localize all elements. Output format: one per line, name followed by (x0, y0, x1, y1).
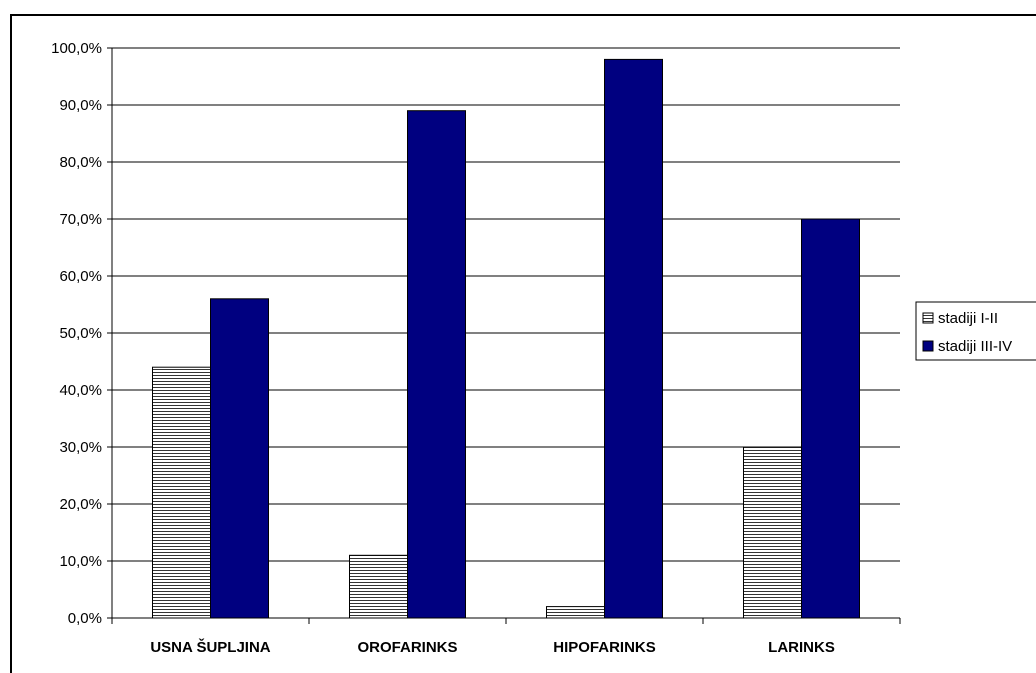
x-axis-labels: USNA ŠUPLJINA OROFARINKS HIPOFARINKS LARINK… (150, 638, 834, 656)
legend-label: stadiji I-II (938, 310, 998, 327)
bar-stadiji-iii-iv: stadiji III-IV: 89 (407, 110, 466, 619)
x-category-label: OROFARINKS (357, 639, 457, 656)
legend-label: stadiji III-IV (938, 338, 1012, 355)
bar-stadiji-i-ii: stadiji I-II: 2 (546, 606, 605, 619)
axes (111, 48, 901, 624)
gridlines (112, 47, 900, 562)
y-tick-label: 10,0% (59, 553, 102, 570)
bar-stadiji-i-ii: stadiji I-II: 44 (152, 366, 211, 619)
bar-stadiji-iii-iv: stadiji III-IV: 98 (604, 58, 663, 619)
bar-stadiji-iii-iv: stadiji III-IV: 70 (801, 218, 860, 619)
chart-frame (10, 14, 1036, 673)
y-tick-label: 30,0% (59, 439, 102, 456)
bar-stadiji-iii-iv: stadiji III-IV: 56 (210, 298, 269, 619)
bar-stadiji-i-ii: stadiji I-II: 11 (349, 554, 408, 619)
y-tick-label: 70,0% (59, 211, 102, 228)
bar-stadiji-i-ii: stadiji I-II: 30 (743, 446, 802, 619)
y-tick-label: 20,0% (59, 496, 102, 513)
x-category-label: USNA ŠUPLJINA (150, 638, 270, 656)
legend-swatch (922, 340, 934, 352)
legend-box (915, 301, 1036, 361)
legend: stadiji I-II stadiji III-IV (915, 301, 1036, 361)
y-tick-label: 90,0% (59, 97, 102, 114)
x-category-label: HIPOFARINKS (553, 639, 656, 656)
y-tick-label: 50,0% (59, 325, 102, 342)
bars: stadiji I-II: 44stadiji III-IV: 56 stadij… (152, 58, 860, 619)
y-axis-ticks: 0,0% 10,0% 20,0% 30,0% 40,0% 50,0% 60,0% 70,0% 8… (51, 40, 112, 627)
x-category-label: LARINKS (768, 639, 835, 656)
y-tick-label: 0,0% (68, 610, 102, 627)
y-tick-label: 60,0% (59, 268, 102, 285)
y-tick-label: 40,0% (59, 382, 102, 399)
y-tick-label: 100,0% (51, 40, 102, 57)
legend-swatch (922, 312, 934, 324)
y-tick-label: 80,0% (59, 154, 102, 171)
